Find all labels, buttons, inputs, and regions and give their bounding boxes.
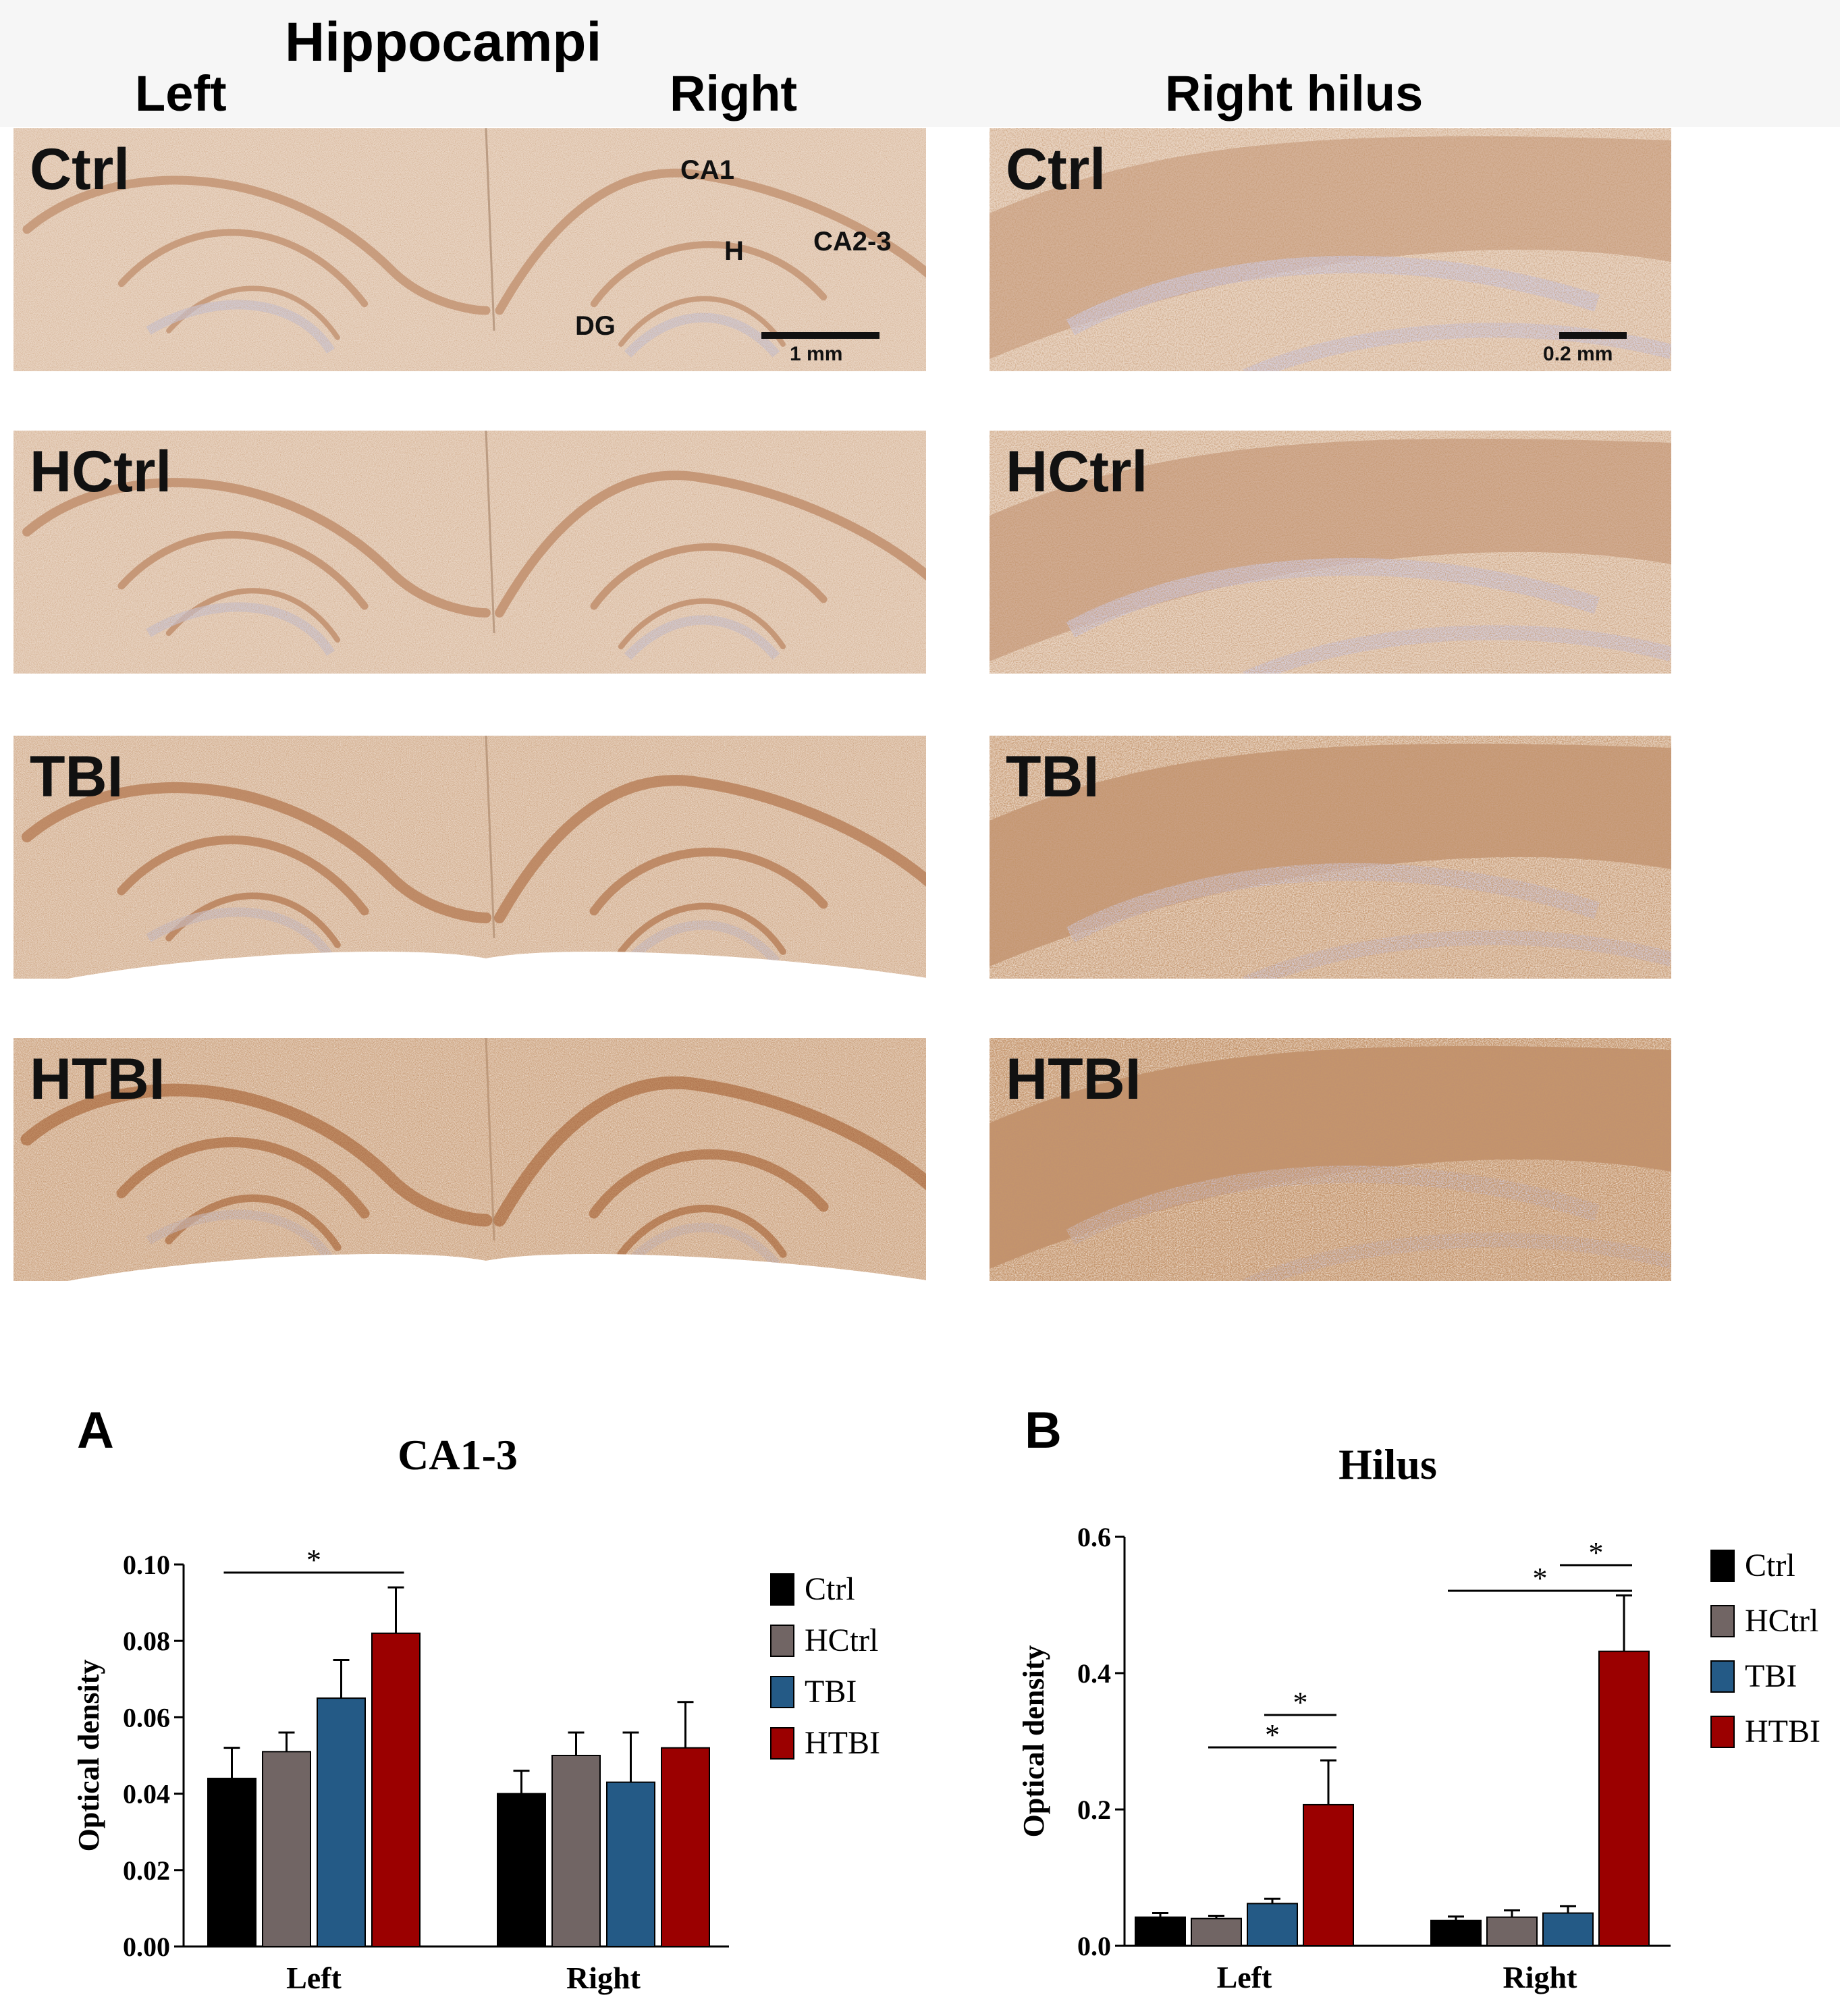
legend-label-hctrl: HCtrl bbox=[1745, 1603, 1818, 1639]
significance-star: * bbox=[1589, 1536, 1604, 1569]
y-tick-label: 0.6 bbox=[1077, 1522, 1111, 1552]
legend-swatch-hctrl bbox=[1710, 1605, 1735, 1637]
legend-swatch-tbi bbox=[770, 1676, 794, 1708]
region-label-h: H bbox=[724, 236, 744, 266]
micrograph-hippocampi-hctrl: HCtrl bbox=[13, 431, 926, 674]
bar-tbi-right bbox=[606, 1781, 655, 1947]
bar-ctrl-right bbox=[497, 1793, 546, 1947]
chart-a-y-axis-label: Optical density bbox=[72, 1660, 105, 1852]
scale-label-hippocampi: 1 mm bbox=[790, 343, 843, 365]
y-tick-label: 0.00 bbox=[123, 1932, 170, 1962]
y-tick-label: 0.4 bbox=[1077, 1658, 1111, 1689]
legend-label-htbi: HTBI bbox=[1745, 1714, 1820, 1749]
panel-label: HTBI bbox=[30, 1047, 165, 1112]
chart-b-hilus: Hilus Optical density 0.0 0.2 0.4 0.6 Left Righ… bbox=[1017, 1440, 1820, 1994]
panel-letter-b: B bbox=[1025, 1402, 1062, 1459]
panel-label: HCtrl bbox=[1006, 439, 1148, 504]
region-label-ca23: CA2-3 bbox=[813, 227, 892, 256]
bar-ctrl-left bbox=[1135, 1916, 1186, 1947]
panel-label: TBI bbox=[30, 744, 124, 809]
header-hippocampi: Hippocampi bbox=[285, 11, 602, 73]
micrograph-hippocampi-tbi: TBI bbox=[13, 736, 926, 979]
chart-a-title: CA1-3 bbox=[398, 1431, 518, 1479]
micrograph-hilus-ctrl: Ctrl bbox=[990, 128, 1671, 371]
bar-htbi-right bbox=[1598, 1650, 1650, 1946]
header-band bbox=[0, 0, 1840, 127]
significance-star: * bbox=[306, 1544, 321, 1577]
legend-label-htbi: HTBI bbox=[805, 1725, 880, 1761]
legend-label-hctrl: HCtrl bbox=[805, 1623, 878, 1658]
significance-star: * bbox=[1293, 1686, 1308, 1719]
micrograph-hilus-htbi: HTBI bbox=[990, 1038, 1671, 1281]
x-tick-label-right: Right bbox=[1503, 1960, 1578, 1994]
bar-ctrl-right bbox=[1430, 1919, 1482, 1947]
panel-label: Ctrl bbox=[30, 137, 130, 202]
micrograph-hippocampi-ctrl: Ctrl bbox=[13, 128, 926, 371]
bar-tbi-left bbox=[317, 1697, 366, 1947]
micrograph-hilus-hctrl: HCtrl bbox=[990, 431, 1671, 674]
y-tick-label: 0.10 bbox=[123, 1550, 170, 1580]
x-tick-label-left: Left bbox=[1217, 1960, 1272, 1994]
bar-tbi-left bbox=[1247, 1903, 1298, 1947]
x-tick-label-right: Right bbox=[566, 1961, 641, 1995]
scale-label-hilus: 0.2 mm bbox=[1543, 343, 1613, 365]
scale-bar-hilus bbox=[1559, 332, 1627, 339]
bar-ctrl-left bbox=[207, 1777, 256, 1948]
legend-swatch-htbi bbox=[770, 1727, 794, 1760]
region-label-ca1: CA1 bbox=[680, 155, 735, 185]
bar-htbi-right bbox=[661, 1747, 710, 1947]
header-right-hilus: Right hilus bbox=[1165, 65, 1424, 121]
panel-label: TBI bbox=[1006, 744, 1100, 809]
significance-star: * bbox=[1533, 1562, 1548, 1595]
legend-swatch-tbi bbox=[1710, 1660, 1735, 1693]
legend-label-tbi: TBI bbox=[1745, 1658, 1797, 1694]
bar-tbi-right bbox=[1542, 1912, 1594, 1947]
bar-hctrl-right bbox=[1486, 1916, 1538, 1947]
y-tick-label: 0.06 bbox=[123, 1702, 170, 1733]
legend-swatch-htbi bbox=[1710, 1716, 1735, 1748]
bar-htbi-left bbox=[371, 1632, 421, 1947]
panel-label: HCtrl bbox=[30, 439, 172, 504]
y-tick-label: 0.04 bbox=[123, 1779, 170, 1809]
y-tick-label: 0.08 bbox=[123, 1626, 170, 1656]
bar-htbi-left bbox=[1303, 1803, 1354, 1946]
header-right: Right bbox=[670, 65, 798, 121]
chart-a-ca1-3: CA1-3 Optical density 0.00 0.02 0.04 0.06 0.08… bbox=[72, 1431, 880, 1995]
bar-hctrl-right bbox=[551, 1755, 601, 1947]
panel-label: HTBI bbox=[1006, 1047, 1141, 1112]
legend-swatch-hctrl bbox=[770, 1625, 794, 1657]
legend-swatch-ctrl bbox=[1710, 1550, 1735, 1582]
legend-label-ctrl: Ctrl bbox=[1745, 1548, 1795, 1583]
legend-label-ctrl: Ctrl bbox=[805, 1571, 855, 1607]
panel-label: Ctrl bbox=[1006, 137, 1106, 202]
micrograph-hilus-tbi: TBI bbox=[990, 736, 1671, 979]
chart-b-title: Hilus bbox=[1338, 1440, 1437, 1488]
legend-swatch-ctrl bbox=[770, 1573, 794, 1606]
header-left: Left bbox=[135, 65, 227, 121]
legend-label-tbi: TBI bbox=[805, 1674, 857, 1710]
y-tick-label: 0.2 bbox=[1077, 1795, 1111, 1825]
significance-star: * bbox=[1265, 1718, 1280, 1751]
y-tick-label: 0.0 bbox=[1077, 1931, 1111, 1961]
bar-hctrl-left bbox=[262, 1751, 311, 1947]
region-label-dg: DG bbox=[575, 311, 616, 341]
x-tick-label-left: Left bbox=[286, 1961, 342, 1995]
panel-letter-a: A bbox=[77, 1402, 114, 1459]
scale-bar-hippocampi bbox=[761, 332, 880, 339]
micrograph-hippocampi-htbi: HTBI bbox=[13, 1038, 926, 1281]
bar-hctrl-left bbox=[1191, 1917, 1242, 1946]
chart-b-y-axis-label: Optical density bbox=[1017, 1645, 1050, 1838]
y-tick-label: 0.02 bbox=[123, 1855, 170, 1886]
